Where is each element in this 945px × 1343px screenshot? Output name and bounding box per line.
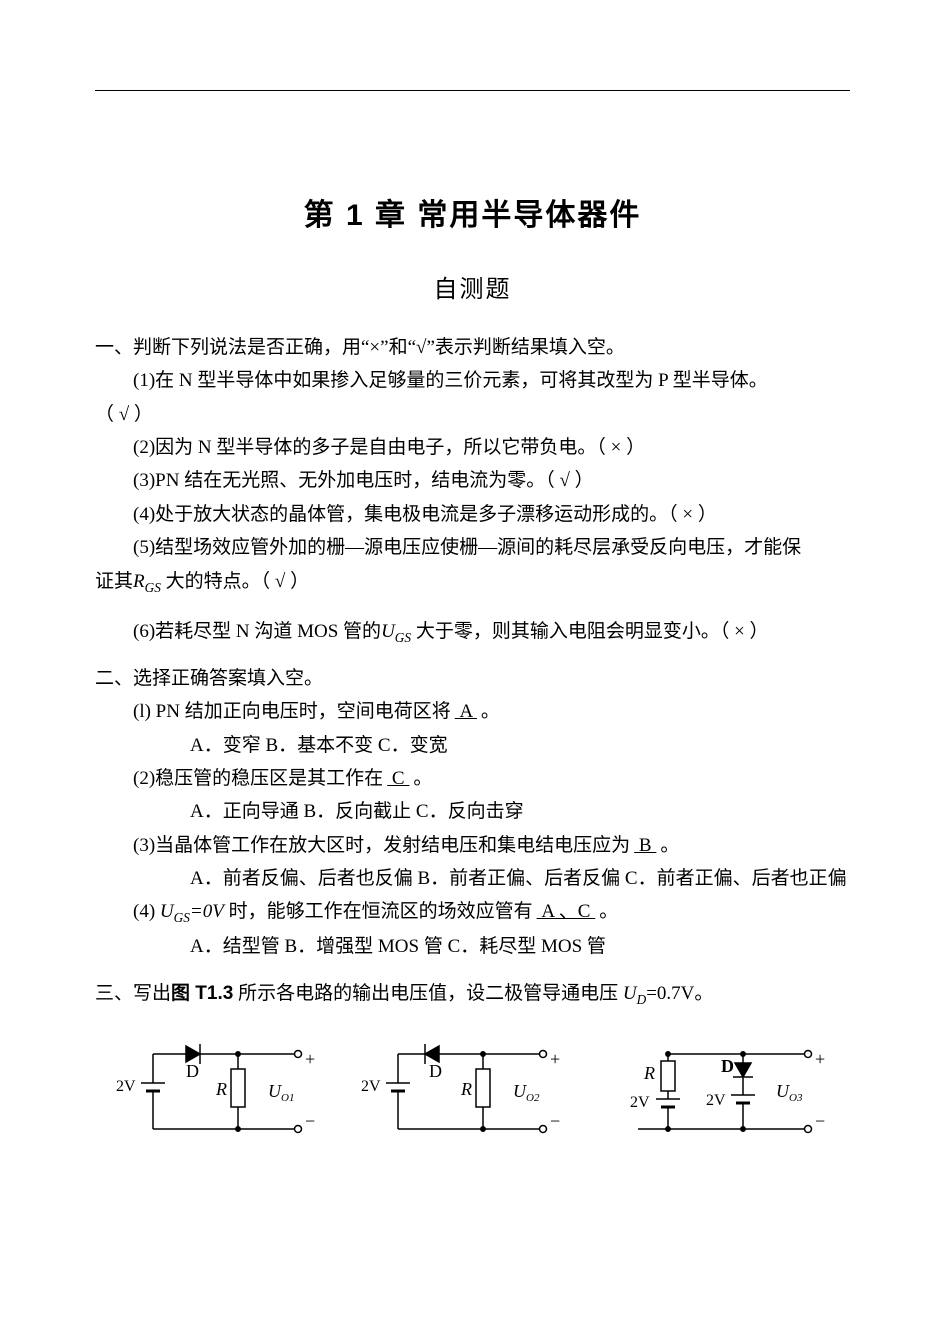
q1-6-pre: (6)若耗尽型 N 沟道 MOS 管的: [133, 621, 381, 642]
page: 第 1 章 常用半导体器件 自测题 一、判断下列说法是否正确，用“×”和“√”表…: [0, 0, 945, 1343]
circuit-a-svg: 2V D R + UO1 −: [108, 1029, 328, 1159]
q1-3: (3)PN 结在无光照、无外加电压时，结电流为零。（ √ ）: [95, 465, 850, 496]
s3-pre: 三、写出: [95, 983, 171, 1004]
q1-1-line1: (1)在 N 型半导体中如果掺入足够量的三价元素，可将其改型为 P 型半导体。: [95, 365, 850, 396]
q2-1-ans: A: [451, 701, 481, 722]
q2-3-ans: B: [630, 835, 660, 856]
q2-2-post: 。: [413, 768, 432, 789]
ca-U: U: [268, 1081, 282, 1101]
s3-post: =0.7V。: [646, 983, 713, 1004]
q2-4-mid1: =0V: [190, 901, 224, 922]
q1-5-post: 大的特点。（ √ ）: [161, 571, 309, 592]
q1-4: (4)处于放大状态的晶体管，集电极电流是多子漂移运动形成的。（ × ）: [95, 499, 850, 530]
q2-4-opts: A．结型管 B．增强型 MOS 管 C．耗尽型 MOS 管: [95, 931, 850, 962]
s3-sub: D: [637, 992, 647, 1007]
circuit-b: 2V D R + UO2 −: [353, 1029, 573, 1169]
q2-4-ans: A 、C: [533, 901, 600, 922]
q2-2: (2)稳压管的稳压区是其工作在 C 。: [95, 763, 850, 794]
cc-Usub: O3: [789, 1092, 803, 1104]
ca-R: R: [215, 1079, 227, 1099]
cc-v2: 2V: [706, 1092, 726, 1109]
svg-text:+: +: [305, 1049, 315, 1069]
ca-vsrc: 2V: [116, 1078, 136, 1095]
q2-2-opts: A．正向导通 B．反向截止 C．反向击穿: [95, 796, 850, 827]
q2-1-post: 。: [481, 701, 500, 722]
q2-4: (4) UGS=0V 时，能够工作在恒流区的场效应管有 A 、C 。: [95, 896, 850, 929]
q2-4-post: 。: [599, 901, 618, 922]
q1-5-sub: GS: [145, 579, 161, 594]
figure-row: 2V D R + UO1 −: [95, 1029, 850, 1169]
ca-Usub: O1: [281, 1092, 294, 1104]
q1-5-R: R: [133, 571, 145, 592]
section1-head: 一、判断下列说法是否正确，用“×”和“√”表示判断结果填入空。: [95, 332, 850, 363]
q1-6-post: 大于零，则其输入电阻会明显变小。（ × ）: [411, 621, 768, 642]
spacer: [95, 600, 850, 614]
q1-6-U: U: [381, 621, 395, 642]
svg-text:UO2: UO2: [513, 1081, 540, 1104]
cc-R: R: [643, 1063, 655, 1083]
q1-1-line2: （ √ ）: [95, 399, 850, 430]
subtitle: 自测题: [95, 271, 850, 311]
svg-text:−: −: [305, 1111, 315, 1131]
q1-5-line2: 证其RGS 大的特点。（ √ ）: [95, 566, 850, 599]
circuit-c: R 2V D 2V + UO3 −: [598, 1029, 838, 1169]
q1-5-pre: 证其: [95, 571, 133, 592]
q2-4-U: U: [160, 901, 174, 922]
ca-D: D: [186, 1061, 199, 1081]
q1-2: (2)因为 N 型半导体的多子是自由电子，所以它带负电。（ × ）: [95, 432, 850, 463]
q2-3-pre: (3)当晶体管工作在放大区时，发射结电压和集电结电压应为: [133, 835, 630, 856]
chapter-title: 第 1 章 常用半导体器件: [95, 191, 850, 241]
q2-2-ans: C: [383, 768, 413, 789]
q1-6: (6)若耗尽型 N 沟道 MOS 管的UGS 大于零，则其输入电阻会明显变小。（…: [95, 616, 850, 649]
s3-fig: 图 T1.3: [171, 983, 233, 1004]
section2-head: 二、选择正确答案填入空。: [95, 663, 850, 694]
cc-D: D: [721, 1056, 734, 1076]
top-rule: [95, 90, 850, 91]
s3-mid: 所示各电路的输出电压值，设二极管导通电压: [233, 983, 623, 1004]
svg-text:UO1: UO1: [268, 1081, 294, 1104]
cb-D: D: [429, 1061, 442, 1081]
cb-U: U: [513, 1081, 527, 1101]
section3-head: 三、写出图 T1.3 所示各电路的输出电压值，设二极管导通电压 UD=0.7V。: [95, 978, 850, 1011]
svg-text:+: +: [815, 1049, 825, 1069]
circuit-a: 2V D R + UO1 −: [108, 1029, 328, 1169]
q2-1-pre: (l) PN 结加正向电压时，空间电荷区将: [133, 701, 451, 722]
svg-text:−: −: [815, 1111, 825, 1131]
q2-4-mid2: 时，能够工作在恒流区的场效应管有: [224, 901, 533, 922]
q2-4-sub: GS: [174, 910, 190, 925]
q2-1: (l) PN 结加正向电压时，空间电荷区将 A 。: [95, 696, 850, 727]
q2-1-opts: A．变窄 B．基本不变 C．变宽: [95, 730, 850, 761]
circuit-c-svg: R 2V D 2V + UO3 −: [598, 1029, 838, 1159]
svg-text:UO3: UO3: [776, 1081, 803, 1104]
cc-U: U: [776, 1081, 790, 1101]
q2-3: (3)当晶体管工作在放大区时，发射结电压和集电结电压应为 B 。: [95, 830, 850, 861]
circuit-b-svg: 2V D R + UO2 −: [353, 1029, 573, 1159]
q2-3-post: 。: [660, 835, 679, 856]
cb-Usub: O2: [526, 1092, 540, 1104]
q2-2-pre: (2)稳压管的稳压区是其工作在: [133, 768, 383, 789]
q2-4-pre1: (4): [133, 901, 160, 922]
svg-text:+: +: [550, 1049, 560, 1069]
q2-3-opts: A．前者反偏、后者也反偏 B．前者正偏、后者反偏 C．前者正偏、后者也正偏: [95, 863, 850, 894]
cb-R: R: [460, 1079, 472, 1099]
q1-5-line1: (5)结型场效应管外加的栅—源电压应使栅—源间的耗尽层承受反向电压，才能保: [95, 532, 850, 563]
q1-6-sub: GS: [395, 630, 411, 645]
s3-U: U: [623, 983, 637, 1004]
cc-v1: 2V: [630, 1094, 650, 1111]
cb-vsrc: 2V: [361, 1078, 381, 1095]
svg-text:−: −: [550, 1111, 560, 1131]
